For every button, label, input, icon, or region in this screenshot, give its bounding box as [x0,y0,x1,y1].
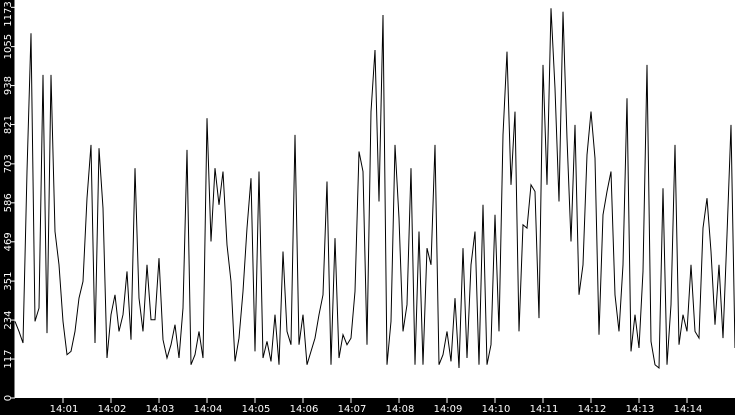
y-tick-label: 586 [3,193,14,212]
x-tick-label: 14:03 [146,404,175,415]
y-tick-label: 0 [3,395,14,401]
x-tick-label: 14:04 [194,404,223,415]
x-tick-label: 14:06 [290,404,319,415]
x-tick-label: 14:07 [338,404,367,415]
y-tick-label: 938 [3,76,14,95]
y-axis: 0 117 234 351 469 586 703 821 938 1055 1173 [3,0,16,401]
x-tick-label: 14:13 [626,404,655,415]
y-tick-label: 1055 [3,34,14,59]
x-tick-label: 14:14 [674,404,703,415]
series-line [14,8,735,370]
y-tick-label: 117 [3,349,14,368]
x-tick-label: 14:05 [242,404,271,415]
y-tick-label: 234 [3,311,14,330]
x-tick-label: 14:10 [482,404,511,415]
x-tick-label: 14:01 [50,404,79,415]
x-tick-label: 14:09 [434,404,463,415]
y-tick-label: 469 [3,232,14,251]
x-axis: 14:01 14:02 14:03 14:04 14:05 14:06 14:07 14:08… [15,398,735,415]
x-tick-label: 14:08 [386,404,415,415]
x-tick-label: 14:02 [98,404,127,415]
y-tick-label: 351 [3,272,14,291]
x-tick-label: 14:12 [578,404,607,415]
x-tick-label: 14:11 [530,404,559,415]
y-tick-label: 821 [3,115,14,134]
y-tick-label: 1173 [3,1,14,26]
y-tick-label: 703 [3,154,14,173]
